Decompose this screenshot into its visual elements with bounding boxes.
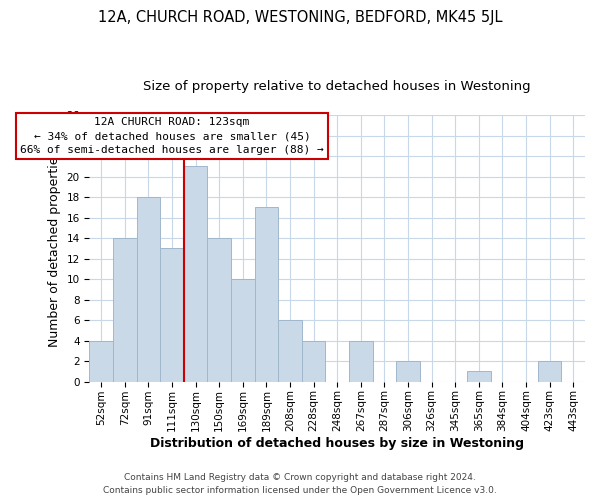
Text: 12A CHURCH ROAD: 123sqm
← 34% of detached houses are smaller (45)
66% of semi-de: 12A CHURCH ROAD: 123sqm ← 34% of detache… (20, 117, 324, 155)
Bar (184, 166, 208, 382)
Bar (467, 372, 491, 382)
Bar (349, 340, 373, 382)
Bar (231, 279, 254, 382)
Bar (538, 361, 562, 382)
Bar (254, 208, 278, 382)
Bar (89, 340, 113, 382)
Y-axis label: Number of detached properties: Number of detached properties (48, 150, 61, 347)
Bar (396, 361, 420, 382)
Bar (160, 248, 184, 382)
X-axis label: Distribution of detached houses by size in Westoning: Distribution of detached houses by size … (150, 437, 524, 450)
Bar (137, 197, 160, 382)
Bar (278, 320, 302, 382)
Bar (302, 340, 325, 382)
Bar (113, 238, 137, 382)
Text: Contains HM Land Registry data © Crown copyright and database right 2024.
Contai: Contains HM Land Registry data © Crown c… (103, 474, 497, 495)
Title: Size of property relative to detached houses in Westoning: Size of property relative to detached ho… (143, 80, 531, 93)
Text: 12A, CHURCH ROAD, WESTONING, BEDFORD, MK45 5JL: 12A, CHURCH ROAD, WESTONING, BEDFORD, MK… (98, 10, 502, 25)
Bar (208, 238, 231, 382)
